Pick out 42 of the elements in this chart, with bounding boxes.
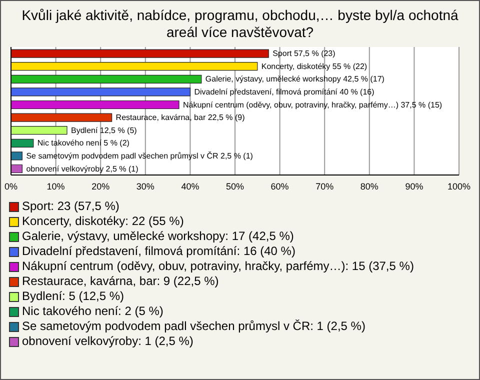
text: Bydlení: 5 (12,5 %)	[22, 289, 124, 304]
category-label: Bydlení 12,5 % (5)	[71, 126, 137, 135]
x-tick-label: 50%	[226, 181, 244, 192]
text: Sport: 23 (57,5 %)	[22, 199, 120, 214]
category-label: obnovení velkovýroby 2,5 % (1)	[26, 164, 138, 174]
text: Se sametovým podvodem padl všechen průmysl v ČR: 1 (2,5 %)	[22, 319, 366, 334]
bar	[11, 113, 112, 122]
bar	[11, 126, 68, 135]
bar	[11, 138, 34, 148]
category-label: Restaurace, kavárna, bar 22,5 % (9)	[116, 113, 245, 122]
x-tick-label: 10%	[46, 181, 65, 192]
category-label: Se sametovým podvodem padl všechen průmysl v ČR 2,5 % (1)	[26, 151, 253, 160]
text: Divadelní představení, filmová promítání: 16 (40 %)	[22, 244, 296, 259]
text: Koncerty, diskotéky: 22 (55 %)	[22, 214, 184, 229]
x-tick-label: 60%	[270, 181, 289, 192]
chart-title: Kvůli jaké aktivitě, nabídce, programu, obchodu,… byste byl/a ochotná areál více navštěvovat?	[20, 6, 460, 42]
bar	[11, 49, 269, 58]
x-tick-label: 30%	[136, 181, 154, 192]
category-label: Sport 57,5 % (23)	[272, 49, 336, 58]
bar	[11, 164, 22, 174]
bar	[11, 62, 258, 71]
text: Nákupní centrum (oděvy, obuv, potraviny, hračky, parfémy…): 15 (37,5 %)	[22, 259, 414, 274]
x-tick-label: 40%	[181, 181, 200, 192]
bar	[11, 88, 190, 96]
x-tick-label: 70%	[316, 181, 334, 192]
text: Galerie, výstavy, umělecké workshopy: 17 (42,5 %)	[22, 229, 294, 244]
text: Restaurace, kavárna, bar: 9 (22,5 %)	[22, 274, 219, 289]
category-label: Nákupní centrum (oděvy, obuv, potraviny, hračky, parfémy…) 37,5 % (15)	[183, 100, 442, 110]
x-tick-label: 80%	[360, 181, 378, 192]
category-label: Galerie, výstavy, umělecké workshopy 42,5 % (17)	[205, 74, 384, 84]
bar	[11, 100, 180, 110]
category-label: Divadelní představení, filmová promítání 40 % (16)	[194, 87, 374, 96]
bar	[11, 152, 22, 160]
category-label: Koncerty, diskotéky 55 % (22)	[261, 62, 368, 71]
bar	[11, 74, 202, 84]
x-tick-label: 100%	[447, 181, 471, 192]
text: Nic takového není: 2 (5 %)	[22, 304, 164, 319]
category-label: Nic takového není 5 % (2)	[37, 138, 130, 148]
text: obnovení velkovýroby: 1 (2,5 %)	[22, 334, 194, 349]
x-tick-label: 90%	[405, 181, 424, 192]
x-tick-label: 0%	[4, 181, 18, 192]
x-tick-label: 20%	[92, 181, 110, 192]
